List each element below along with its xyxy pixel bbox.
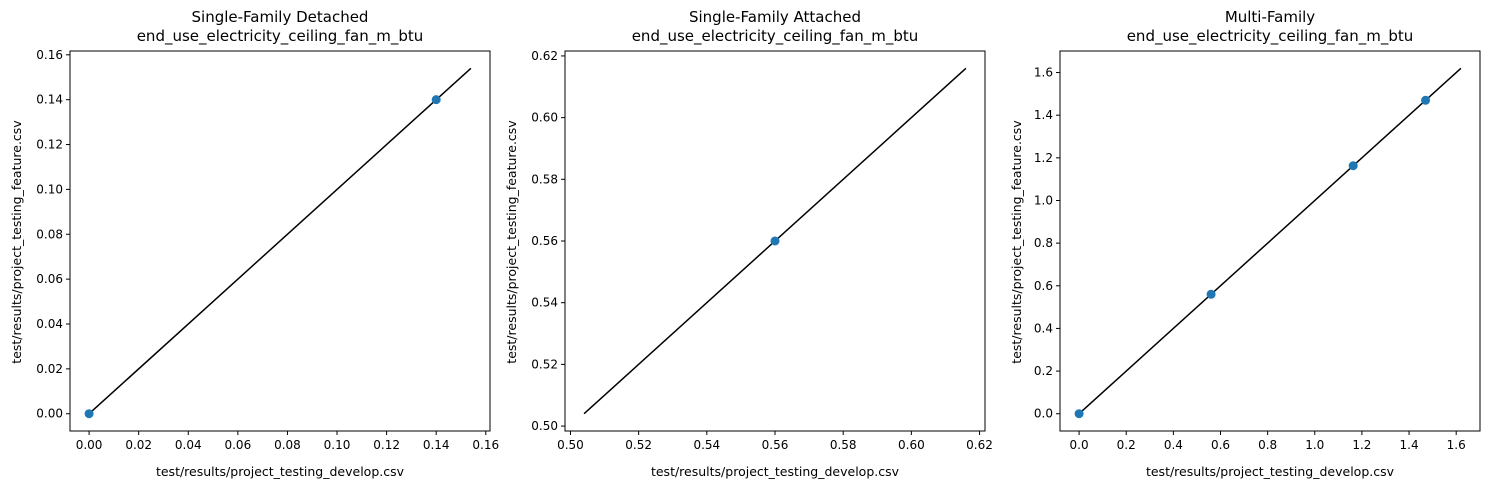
- x-tick-label: 0.02: [125, 438, 152, 452]
- x-tick-label: 0.60: [898, 438, 925, 452]
- x-tick-label: 0.2: [1117, 438, 1136, 452]
- reference-line: [1078, 67, 1462, 415]
- y-tick-label: 0.14: [36, 93, 63, 107]
- y-tick-label: 0.52: [531, 357, 558, 371]
- y-axis-label: test/results/project_testing_feature.csv: [504, 120, 519, 364]
- y-tick-label: 0.56: [531, 234, 558, 248]
- y-tick-label: 0.04: [36, 317, 63, 331]
- data-point: [1421, 95, 1431, 105]
- y-tick-label: 0.60: [531, 111, 558, 125]
- y-tick-label: 0.62: [531, 49, 558, 63]
- x-tick-label: 0.08: [274, 438, 301, 452]
- x-tick-label: 1.6: [1447, 438, 1466, 452]
- data-point: [84, 409, 94, 419]
- data-point: [1206, 289, 1216, 299]
- panel-single-family-detached: Single-Family Detached end_use_electrici…: [9, 8, 499, 479]
- panel-multi-family: Multi-Family end_use_electricity_ceiling…: [1009, 8, 1481, 479]
- y-tick-label: 1.4: [1034, 108, 1053, 122]
- y-tick-label: 1.6: [1034, 66, 1053, 80]
- y-axis-label: test/results/project_testing_feature.csv: [9, 120, 24, 364]
- y-tick-label: 0.12: [36, 138, 63, 152]
- x-tick-label: 0.6: [1211, 438, 1230, 452]
- axes-frame: [69, 50, 491, 432]
- y-tick-label: 0.8: [1034, 236, 1053, 250]
- x-tick-label: 0.56: [762, 438, 789, 452]
- data-point: [770, 236, 780, 246]
- panel-title-line-1: Single-Family Attached: [689, 8, 861, 26]
- y-tick-label: 0.10: [36, 182, 63, 196]
- panel-title-line-1: Single-Family Detached: [192, 8, 369, 26]
- x-tick-label: 0.54: [693, 438, 720, 452]
- x-tick-label: 0.04: [175, 438, 202, 452]
- x-tick-label: 0.52: [625, 438, 652, 452]
- x-tick-label: 0.4: [1164, 438, 1183, 452]
- panel-title-line-2: end_use_electricity_ceiling_fan_m_btu: [1127, 27, 1414, 46]
- y-tick-label: 0.4: [1034, 321, 1053, 335]
- x-tick-label: 0.10: [324, 438, 351, 452]
- data-point: [431, 95, 441, 105]
- y-tick-label: 0.08: [36, 227, 63, 241]
- y-axis-label: test/results/project_testing_feature.csv: [1009, 120, 1024, 364]
- x-axis-label: test/results/project_testing_develop.csv: [651, 464, 900, 479]
- x-tick-label: 0.62: [966, 438, 993, 452]
- x-tick-label: 0.14: [423, 438, 450, 452]
- y-tick-label: 0.16: [36, 48, 63, 62]
- y-tick-label: 0.02: [36, 362, 63, 376]
- x-tick-label: 1.2: [1352, 438, 1371, 452]
- y-tick-label: 1.0: [1034, 193, 1053, 207]
- y-tick-label: 1.2: [1034, 151, 1053, 165]
- data-point: [1074, 409, 1084, 419]
- y-tick-label: 0.0: [1034, 407, 1053, 421]
- x-axis-label: test/results/project_testing_develop.csv: [1146, 464, 1395, 479]
- panel-single-family-attached: Single-Family Attached end_use_electrici…: [504, 8, 993, 479]
- x-axis-label: test/results/project_testing_develop.csv: [156, 464, 405, 479]
- x-tick-label: 0.16: [472, 438, 499, 452]
- y-tick-label: 0.2: [1034, 364, 1053, 378]
- y-tick-label: 0.58: [531, 172, 558, 186]
- axes-frame: [1059, 50, 1481, 432]
- y-tick-label: 0.6: [1034, 279, 1053, 293]
- data-point: [1348, 161, 1358, 171]
- x-tick-label: 0.12: [373, 438, 400, 452]
- x-tick-label: 0.58: [830, 438, 857, 452]
- y-tick-label: 0.54: [531, 296, 558, 310]
- x-tick-label: 1.0: [1305, 438, 1324, 452]
- panel-title-line-2: end_use_electricity_ceiling_fan_m_btu: [632, 27, 919, 46]
- y-tick-label: 0.00: [36, 407, 63, 421]
- x-tick-label: 0.0: [1070, 438, 1089, 452]
- reference-line: [88, 67, 472, 415]
- x-tick-label: 0.06: [224, 438, 251, 452]
- x-tick-label: 0.8: [1258, 438, 1277, 452]
- panel-title-line-1: Multi-Family: [1225, 8, 1315, 26]
- y-tick-label: 0.50: [531, 419, 558, 433]
- panel-title-line-2: end_use_electricity_ceiling_fan_m_btu: [137, 27, 424, 46]
- y-tick-label: 0.06: [36, 272, 63, 286]
- x-tick-label: 0.00: [76, 438, 103, 452]
- x-tick-label: 0.50: [557, 438, 584, 452]
- x-tick-label: 1.4: [1400, 438, 1419, 452]
